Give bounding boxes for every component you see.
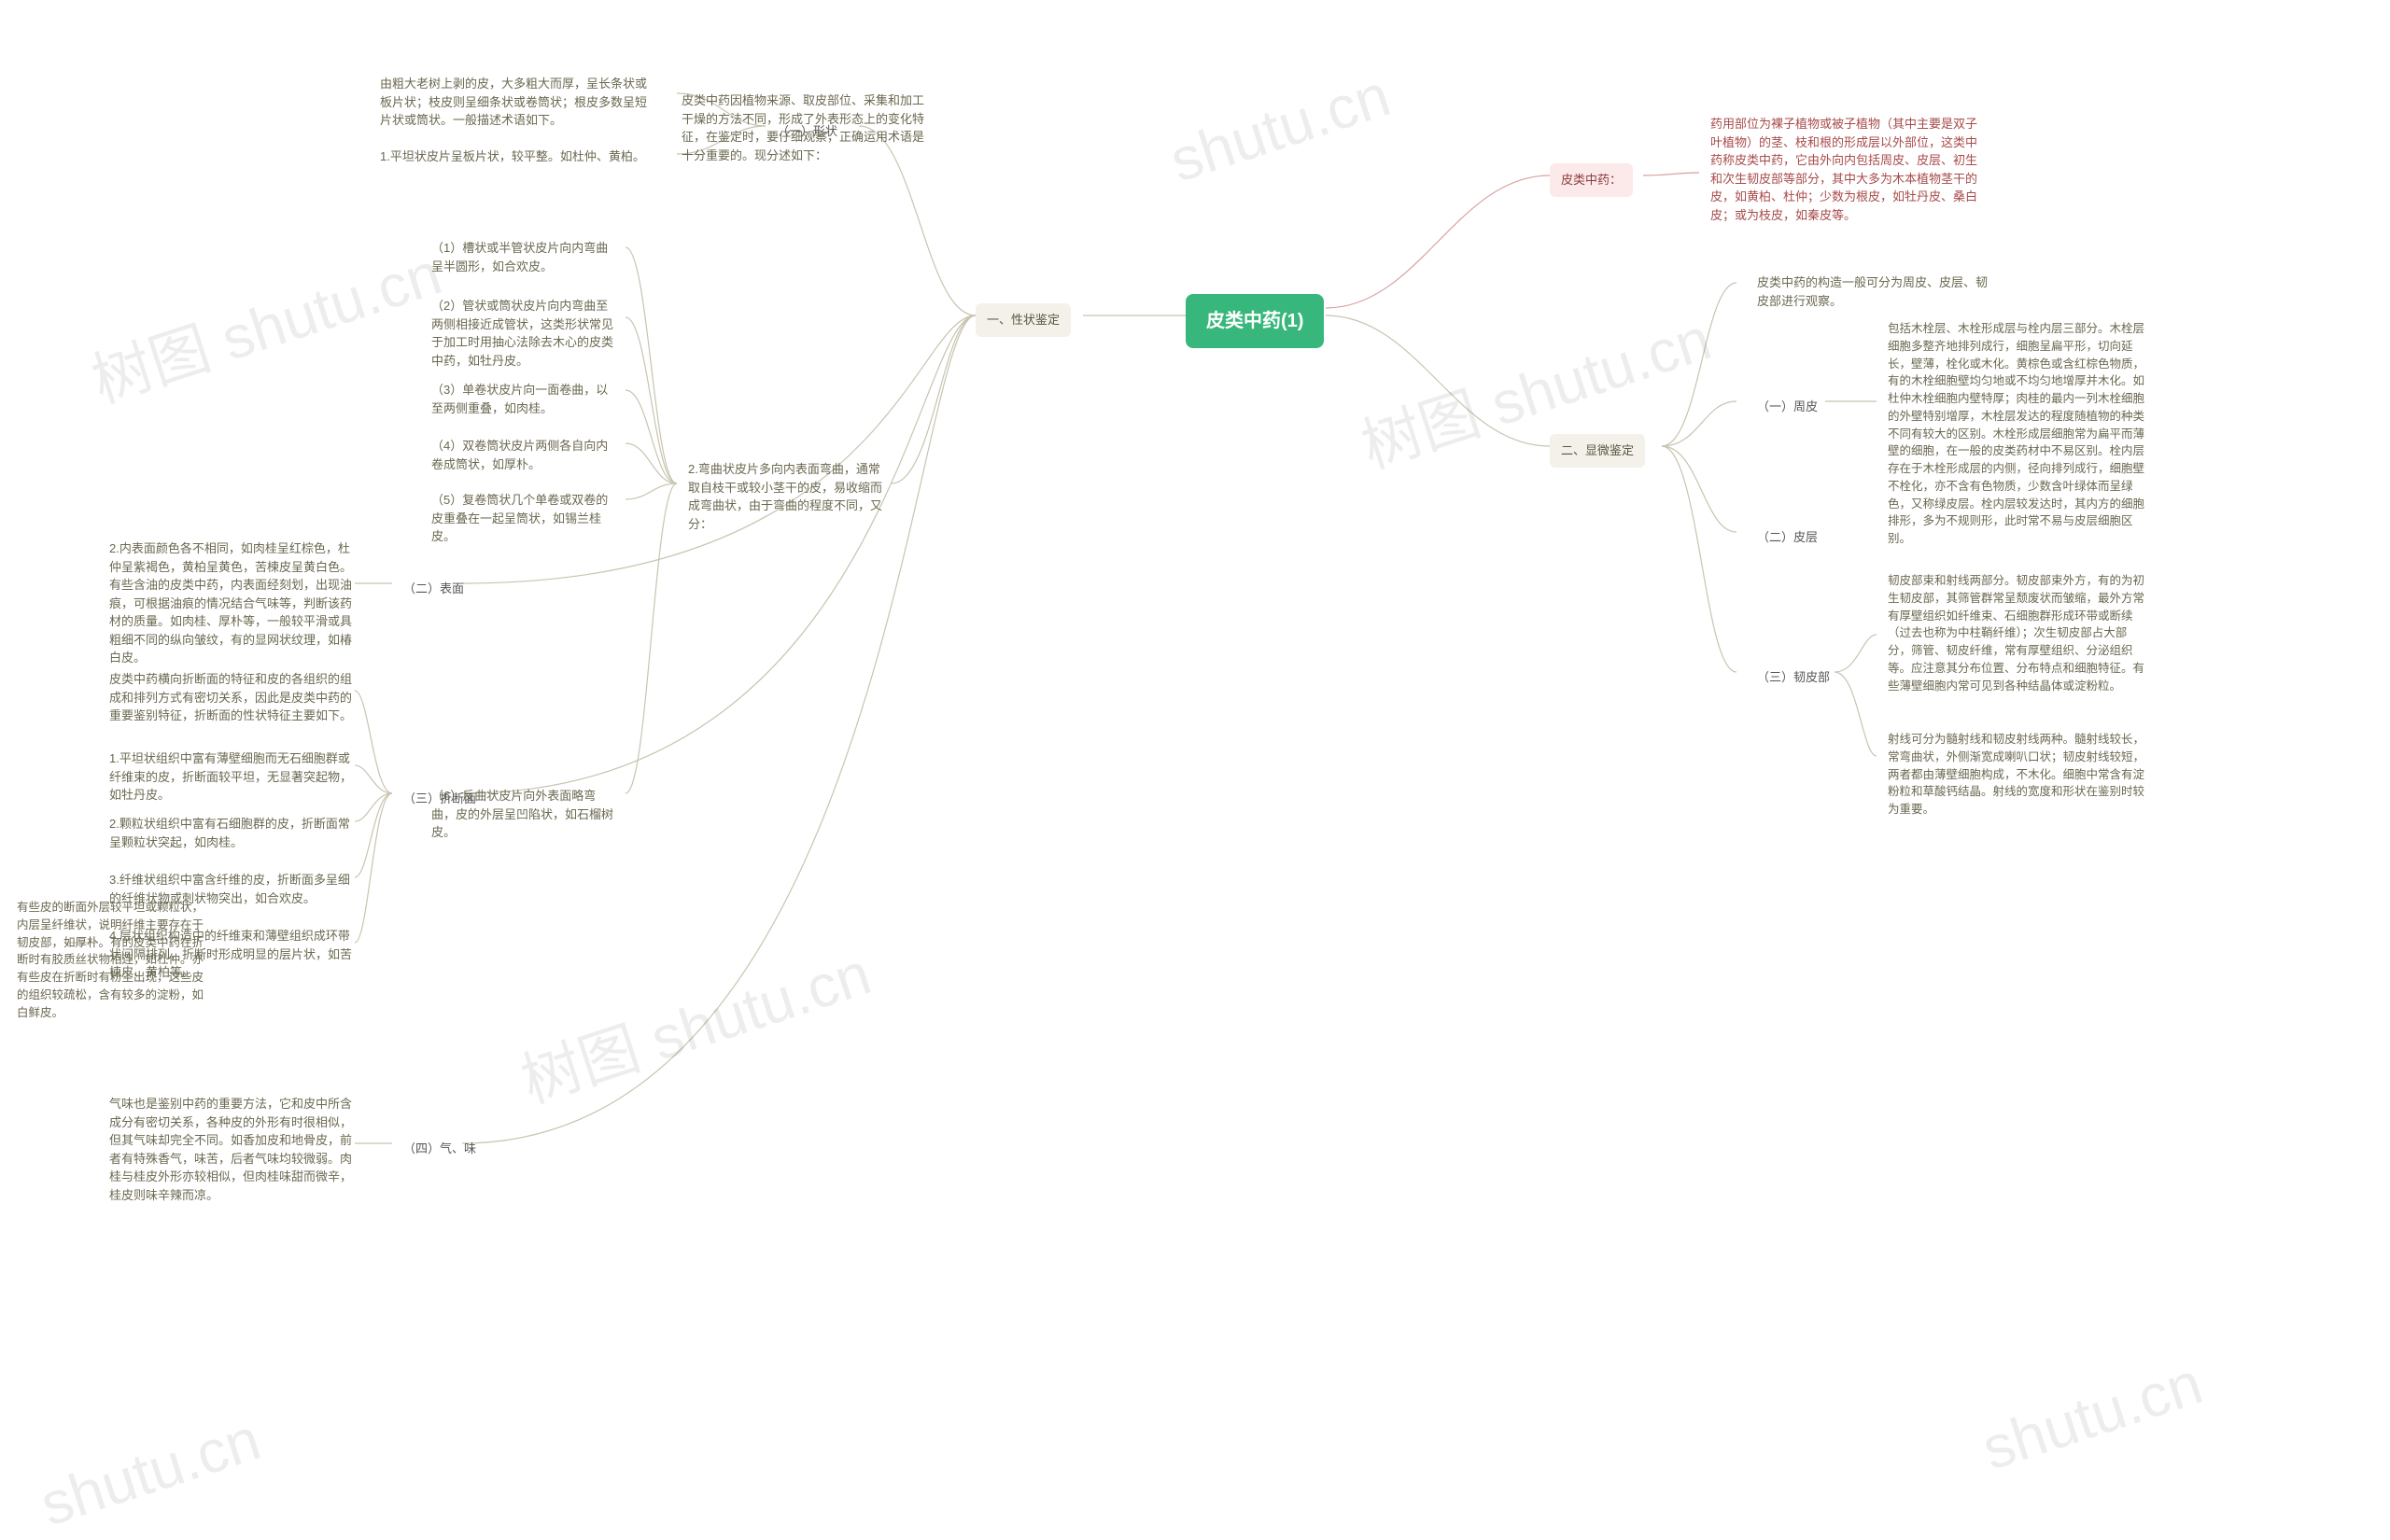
fold-side-note: 有些皮的断面外层较平坦或颗粒状，内层呈纤维状，说明纤维主要存在于韧皮部，如厚朴。…: [6, 891, 225, 1029]
s2-label[interactable]: （二）表面: [392, 572, 475, 606]
shape-intro: 皮类中药因植物来源、取皮部位、采集和加工干燥的方法不同，形成了外表形态上的变化特…: [670, 84, 941, 172]
b2-s2-label[interactable]: （二）皮层: [1746, 521, 1829, 554]
s2-n: 2.内表面颜色各不相同，如肉桂呈红棕色，杜仲呈紫褐色，黄柏呈黄色，苦楝皮呈黄白色…: [98, 532, 364, 675]
root-node[interactable]: 皮类中药(1): [1186, 294, 1324, 348]
watermark: shutu.cn: [1974, 1348, 2210, 1483]
s1-n1b: 1.平坦状皮片呈板片状，较平整。如杜仲、黄柏。: [369, 140, 656, 174]
branch1-label[interactable]: 一、性状鉴定: [976, 303, 1071, 337]
b2-s1-n: 包括木栓层、木栓形成层与栓内层三部分。木栓层细胞多整齐地排列成行，细胞呈扁平形，…: [1877, 313, 2157, 555]
s1-n2-2: （2）管状或筒状皮片向内弯曲至两侧相接近成管状，这类形状常见于加工时用抽心法除去…: [420, 289, 630, 377]
s3-n1: 1.平坦状组织中富有薄壁细胞而无石细胞群或纤维束的皮，折断面较平坦，无显著突起物…: [98, 742, 364, 812]
pink-title-node[interactable]: 皮类中药：: [1550, 163, 1633, 197]
s1-n2-3: （3）单卷状皮片向一面卷曲，以至两侧重叠，如肉桂。: [420, 373, 630, 425]
watermark: shutu.cn: [32, 1404, 268, 1539]
s1-n2-intro: 2.弯曲状皮片多向内表面弯曲，通常取自枝干或较小茎干的皮，易收缩而成弯曲状，由于…: [677, 453, 896, 540]
s1-n2-5: （5）复卷筒状几个单卷或双卷的皮重叠在一起呈筒状，如锡兰桂皮。: [420, 483, 630, 553]
s4-n: 气味也是鉴别中药的重要方法，它和皮中所含成分有密切关系，各种皮的外形有时很相似，…: [98, 1087, 364, 1211]
b2-s3-n1: 韧皮部束和射线两部分。韧皮部束外方，有的为初生韧皮部，其筛管群常呈颓废状而皱缩，…: [1877, 565, 2157, 702]
pink-body: 药用部位为裸子植物或被子植物（其中主要是双子叶植物）的茎、枝和根的形成层以外部位…: [1699, 107, 1989, 231]
branch2-label[interactable]: 二、显微鉴定: [1550, 434, 1645, 468]
s1-n2-1: （1）槽状或半管状皮片向内弯曲呈半圆形，如合欢皮。: [420, 231, 630, 283]
s3-label[interactable]: （三）折断面: [392, 782, 487, 816]
watermark: shutu.cn: [1161, 60, 1398, 195]
s3-intro: 皮类中药横向折断面的特征和皮的各组织的组成和排列方式有密切关系，因此是皮类中药的…: [98, 663, 364, 733]
s1-n1: 由粗大老树上剥的皮，大多粗大而厚，呈长条状或板片状；枝皮则呈细条状或卷筒状；根皮…: [369, 67, 668, 137]
b2-s3-n2: 射线可分为髓射线和韧皮射线两种。髓射线较长，常弯曲状，外侧渐宽成喇叭口状；韧皮射…: [1877, 723, 2157, 826]
b2-s3-label[interactable]: （三）韧皮部: [1746, 661, 1841, 694]
watermark: 树图 shutu.cn: [1349, 291, 1720, 484]
watermark: 树图 shutu.cn: [79, 226, 450, 419]
s1-n2-4: （4）双卷筒状皮片两侧各自向内卷成筒状，如厚朴。: [420, 429, 630, 481]
branch2-intro: 皮类中药的构造一般可分为周皮、皮层、韧皮部进行观察。: [1746, 266, 2007, 317]
watermark: 树图 shutu.cn: [509, 926, 879, 1119]
b2-s1-label[interactable]: （一）周皮: [1746, 390, 1829, 424]
s4-label[interactable]: （四）气、味: [392, 1132, 487, 1166]
s3-n2: 2.颗粒状组织中富有石细胞群的皮，折断面常呈颗粒状突起，如肉桂。: [98, 807, 364, 859]
